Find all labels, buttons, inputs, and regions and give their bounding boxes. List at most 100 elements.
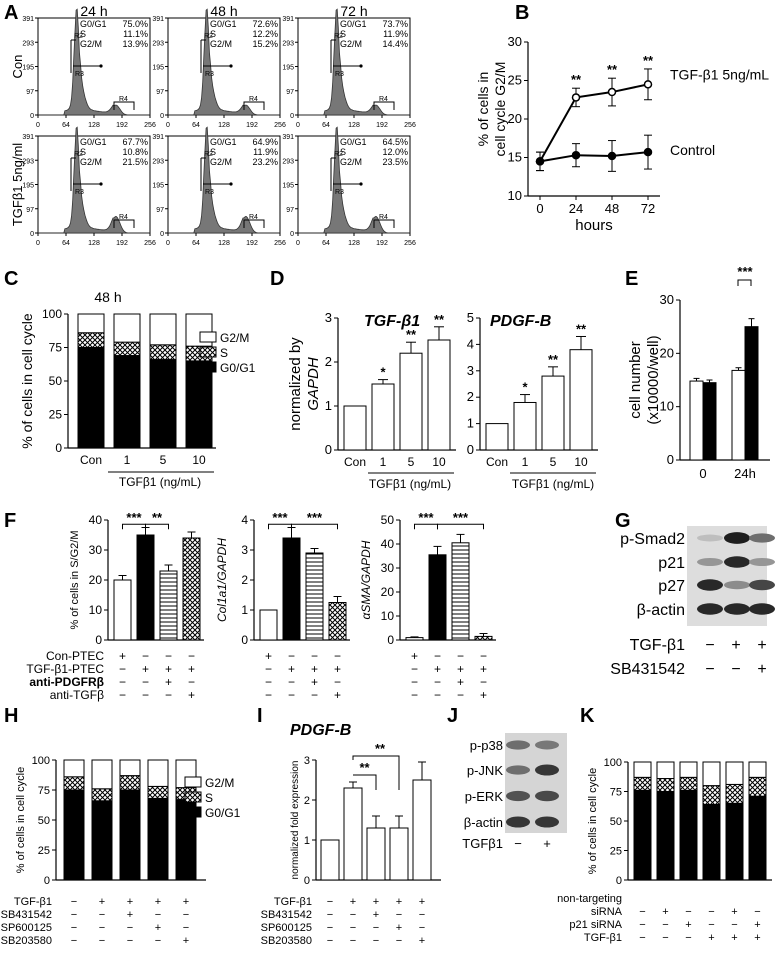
d1-x-tick-label: Con: [344, 455, 366, 469]
k-y-tick-label: 75: [610, 787, 622, 799]
c-bar-g0g1: [149, 359, 177, 449]
gate-r4: [373, 101, 395, 110]
j-band: [506, 765, 530, 775]
i-bar: [320, 839, 340, 881]
x-tick-label: 0: [36, 240, 40, 247]
row-label-con: Con: [10, 55, 25, 79]
y-tick-label: 195: [22, 183, 34, 190]
h-y-tick-label: 0: [44, 875, 50, 887]
k-bar-g2m: [748, 761, 767, 778]
c-y-axis-label: % of cells in cell cycle: [19, 313, 35, 449]
g-sign: +: [731, 637, 740, 654]
c-bar-g2m: [113, 313, 141, 343]
phase-percent: 11.1%: [123, 29, 148, 39]
k-sign: −: [754, 906, 760, 918]
k-bar-g2m: [702, 761, 721, 787]
gate-r4: [243, 219, 265, 228]
d2-x-tick-label: 10: [574, 455, 588, 469]
k-y-axis-label: % of cells in cell cycle: [587, 768, 599, 874]
x-tick-label: 192: [376, 240, 388, 247]
d1-significance: **: [406, 327, 417, 342]
x-tick-label: 0: [296, 240, 300, 247]
f1-sig-bracket: [145, 523, 169, 530]
x-tick-label: 0: [166, 122, 170, 129]
d2-bar: [485, 423, 509, 451]
j-band: [535, 740, 559, 750]
d-y-axis-label: normalized by: [287, 337, 304, 431]
x-tick-label: 64: [192, 122, 200, 129]
d2-x-tick-label: Con: [486, 455, 508, 469]
f-sign: −: [188, 675, 195, 689]
d1-x-axis-label: TGFβ1 (ng/mL): [369, 477, 451, 491]
x-tick-label: 256: [144, 240, 156, 247]
k-bar-s: [748, 776, 767, 797]
f3-y-tick-label: 30: [381, 561, 395, 575]
h-sign: +: [99, 896, 105, 908]
phase-percent: 10.8%: [122, 147, 148, 157]
region-label-r3: R3: [205, 189, 214, 196]
f-sign: −: [334, 649, 341, 663]
y-tick-label: 0: [290, 231, 294, 238]
f2-bar: [259, 609, 278, 641]
phase-label: G2/M: [210, 157, 232, 167]
g-sign: −: [705, 637, 714, 654]
f-sign: +: [457, 675, 464, 689]
f1-y-tick-label: 10: [89, 603, 103, 617]
i-sign: −: [419, 909, 425, 921]
y-tick-label: 0: [160, 113, 164, 120]
i-y-tick-label: 1: [304, 835, 310, 847]
b-significance: **: [607, 62, 618, 77]
y-tick-label: 0: [30, 231, 34, 238]
c-legend-label: S: [220, 346, 228, 360]
y-tick-label: 195: [152, 183, 164, 190]
f-sign: −: [411, 662, 418, 676]
k-y-tick-label: 25: [610, 846, 622, 858]
c-legend-swatch: [199, 361, 217, 373]
h-y-tick-label: 75: [38, 785, 50, 797]
c-y-tick-label: 100: [42, 307, 62, 321]
k-bar-g0g1: [679, 789, 698, 881]
gate-r4: [243, 101, 265, 110]
f-sign: +: [188, 688, 195, 702]
i-title: PDGF-B: [290, 722, 351, 739]
g-band-label: p27: [658, 578, 685, 595]
phase-percent: 11.9%: [383, 29, 408, 39]
b-significance: **: [643, 53, 654, 68]
b-series-line: [539, 151, 649, 163]
j-band-label: p-JNK: [467, 763, 503, 778]
g-band: [697, 603, 723, 615]
f-sign: +: [165, 662, 172, 676]
d-y-axis-label: GAPDH: [305, 357, 322, 411]
x-tick-label: 256: [144, 122, 156, 129]
i-sign: +: [419, 896, 425, 908]
phase-label: G2/M: [340, 39, 362, 49]
g-band: [749, 603, 775, 615]
y-tick-label: 391: [152, 134, 164, 141]
phase-label: S: [340, 147, 346, 157]
f2-sig-bracket: [291, 523, 338, 530]
b-data-point: [607, 151, 617, 161]
c-x-tick-label: Con: [80, 453, 102, 467]
j-treatment-label: TGFβ1: [462, 836, 503, 851]
g-band: [724, 580, 750, 590]
i-sign: +: [373, 909, 379, 921]
i-sign: +: [350, 896, 356, 908]
panel-letter-j: J: [447, 705, 459, 727]
k-y-tick-label: 0: [616, 875, 622, 887]
f2-significance: ***: [307, 510, 323, 525]
panel-letter-d: D: [270, 268, 285, 290]
x-tick-label: 256: [404, 122, 416, 129]
x-tick-label: 256: [404, 240, 416, 247]
dna-content-histogram: [298, 126, 410, 234]
g-sign: −: [705, 661, 714, 678]
panel-letter-f: F: [4, 510, 17, 532]
d2-significance: *: [522, 380, 528, 395]
x-tick-label: 64: [322, 122, 330, 129]
f-sign: −: [142, 649, 149, 663]
d2-y-tick-label: 0: [467, 442, 474, 457]
j-band: [535, 764, 559, 776]
c-bar-g2m: [149, 313, 177, 346]
